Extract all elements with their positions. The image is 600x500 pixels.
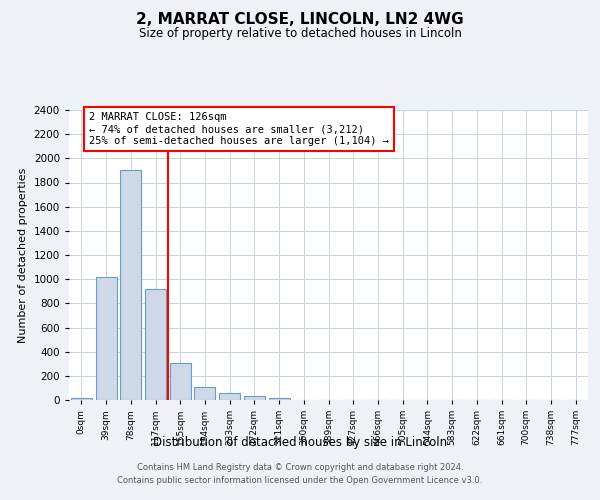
Bar (244, 396, 265, 400)
Y-axis label: Number of detached properties: Number of detached properties (18, 168, 28, 342)
Bar (170, 362, 191, 400)
Bar (194, 388, 215, 400)
Bar (269, 398, 290, 400)
Bar (71, 398, 92, 400)
Bar (145, 289, 166, 400)
Text: 2, MARRAT CLOSE, LINCOLN, LN2 4WG: 2, MARRAT CLOSE, LINCOLN, LN2 4WG (136, 12, 464, 28)
Bar (120, 170, 141, 400)
Text: 2 MARRAT CLOSE: 126sqm
← 74% of detached houses are smaller (3,212)
25% of semi-: 2 MARRAT CLOSE: 126sqm ← 74% of detached… (89, 112, 389, 146)
Bar (219, 394, 240, 400)
Text: Contains HM Land Registry data © Crown copyright and database right 2024.: Contains HM Land Registry data © Crown c… (137, 464, 463, 472)
Text: Size of property relative to detached houses in Lincoln: Size of property relative to detached ho… (139, 28, 461, 40)
Bar (95, 277, 116, 400)
Text: Contains public sector information licensed under the Open Government Licence v3: Contains public sector information licen… (118, 476, 482, 485)
Text: Distribution of detached houses by size in Lincoln: Distribution of detached houses by size … (153, 436, 447, 449)
